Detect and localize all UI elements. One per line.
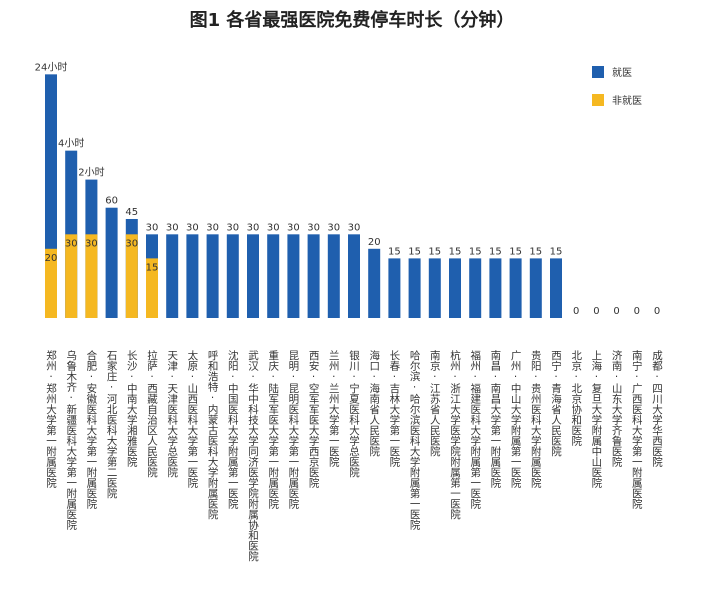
x-tick-label: 石家庄·河北医科大学第二医院 — [106, 350, 118, 499]
x-tick-label: 呼和浩特·内蒙古医科大学附属医院 — [207, 350, 219, 520]
x-tick-label: 银川·宁夏医科大学总医院 — [348, 349, 360, 478]
bar — [529, 258, 542, 318]
bar — [45, 248, 57, 318]
bar — [368, 248, 381, 318]
bar — [408, 258, 421, 318]
bar — [226, 234, 239, 318]
bar — [247, 234, 259, 318]
data-label: 15 — [146, 262, 159, 273]
x-tick-label: 太原·山西医科大学第一医院 — [186, 349, 198, 489]
x-tick-label: 武汉·华中科技大学同济医学院附属协和医院 — [247, 349, 259, 562]
data-label: 24小时 — [35, 61, 68, 73]
x-tick-label: 沈阳·中国医科大学附属第一医院 — [227, 349, 239, 510]
bar — [327, 234, 340, 318]
data-label: 0 — [654, 306, 660, 317]
data-label: 4小时 — [58, 138, 84, 150]
bar — [550, 258, 562, 318]
bar — [388, 258, 401, 318]
data-label: 15 — [388, 246, 401, 257]
x-tick-label: 成都·四川大学华西医院 — [651, 350, 663, 468]
x-tick-label: 兰州·兰州大学第一医院 — [328, 349, 340, 468]
legend-swatch — [592, 66, 604, 78]
bar — [348, 234, 360, 318]
legend-label: 就医 — [612, 66, 632, 79]
data-label: 15 — [449, 246, 462, 257]
x-tick-label: 北京·北京协和医院 — [570, 350, 582, 447]
data-label: 30 — [348, 222, 361, 233]
data-label: 30 — [125, 238, 138, 249]
bar — [449, 258, 461, 318]
bar — [469, 258, 482, 318]
data-label: 30 — [85, 238, 98, 249]
x-tick-label: 西安·空军军医大学西京医院 — [308, 350, 320, 489]
bar — [166, 234, 179, 318]
data-label: 20 — [368, 237, 381, 248]
data-label: 30 — [146, 222, 159, 233]
x-tick-label: 长沙·中南大学湘雅医院 — [126, 350, 138, 468]
data-label: 30 — [186, 222, 199, 233]
bar — [509, 258, 522, 318]
bar — [206, 234, 219, 318]
x-tick-label: 南宁·广西医科大学第一附属医院 — [631, 349, 643, 510]
data-label: 0 — [634, 306, 640, 317]
x-tick-label: 拉萨·西藏自治区人民医院 — [146, 349, 158, 478]
x-tick-label: 济南·山东大学齐鲁医院 — [611, 349, 623, 468]
bar — [105, 207, 118, 318]
x-tick-label: 郑州·郑州大学第一附属医院 — [45, 349, 57, 489]
x-tick-label: 贵阳·贵州医科大学附属医院 — [530, 349, 542, 489]
bar — [267, 234, 280, 318]
x-tick-label: 乌鲁木齐·新疆医科大学第一附属医院 — [65, 349, 77, 531]
data-label: 0 — [593, 306, 599, 317]
data-label: 60 — [105, 196, 118, 207]
data-label: 15 — [428, 246, 441, 257]
data-label: 15 — [509, 246, 522, 257]
bar — [287, 234, 300, 318]
x-tick-label: 昆明·昆明医科大学第一附属医院 — [287, 350, 299, 510]
data-label: 45 — [125, 207, 138, 218]
data-label: 0 — [613, 306, 619, 317]
bar — [125, 234, 138, 318]
chart-title: 图1 各省最强医院免费停车时长（分钟） — [190, 9, 515, 31]
data-label: 0 — [573, 306, 579, 317]
bar — [65, 234, 78, 318]
data-label: 2小时 — [78, 167, 104, 179]
data-label: 30 — [65, 238, 78, 249]
x-tick-label: 福州·福建医科大学附属第一医院 — [469, 349, 481, 510]
data-label: 15 — [408, 246, 421, 257]
bar — [146, 258, 158, 318]
data-label: 15 — [489, 246, 502, 257]
legend-label: 非就医 — [612, 94, 642, 107]
legend-swatch — [592, 94, 604, 106]
data-label: 15 — [529, 246, 542, 257]
data-label: 15 — [469, 246, 482, 257]
x-tick-label: 重庆·陆军军医大学第一附属医院 — [267, 349, 279, 510]
data-label: 30 — [307, 222, 320, 233]
bar — [307, 234, 320, 318]
data-label: 15 — [550, 246, 563, 257]
x-tick-label: 南京·江苏省人民医院 — [429, 349, 441, 457]
x-tick-label: 杭州·浙江大学医学院附属第一医院 — [449, 349, 461, 520]
x-tick-label: 广州·中山大学附属第一医院 — [510, 350, 522, 489]
data-label: 30 — [267, 222, 280, 233]
x-tick-label: 西宁·青海省人民医院 — [550, 350, 562, 457]
x-tick-label: 长春·吉林大学第一医院 — [388, 350, 400, 468]
x-tick-label: 天津·天津医科大学总医院 — [166, 350, 178, 478]
bar — [428, 258, 441, 318]
data-label: 30 — [327, 222, 340, 233]
x-tick-label: 上海·复旦大学附属中山医院 — [590, 350, 602, 489]
data-label: 30 — [247, 222, 260, 233]
x-tick-label: 合肥·安徽医科大学第一附属医院 — [85, 349, 97, 510]
bar — [489, 258, 502, 318]
data-label: 30 — [206, 222, 219, 233]
data-label: 30 — [287, 222, 300, 233]
data-label: 20 — [45, 253, 58, 264]
bar — [85, 234, 98, 318]
x-tick-label: 海口·海南省人民医院 — [368, 349, 380, 457]
data-label: 30 — [226, 222, 239, 233]
bar — [186, 234, 199, 318]
data-label: 30 — [166, 222, 179, 233]
x-tick-label: 哈尔滨·哈尔滨医科大学附属第一医院 — [409, 349, 421, 531]
x-tick-label: 南昌·南昌大学第一附属医院 — [489, 349, 501, 489]
